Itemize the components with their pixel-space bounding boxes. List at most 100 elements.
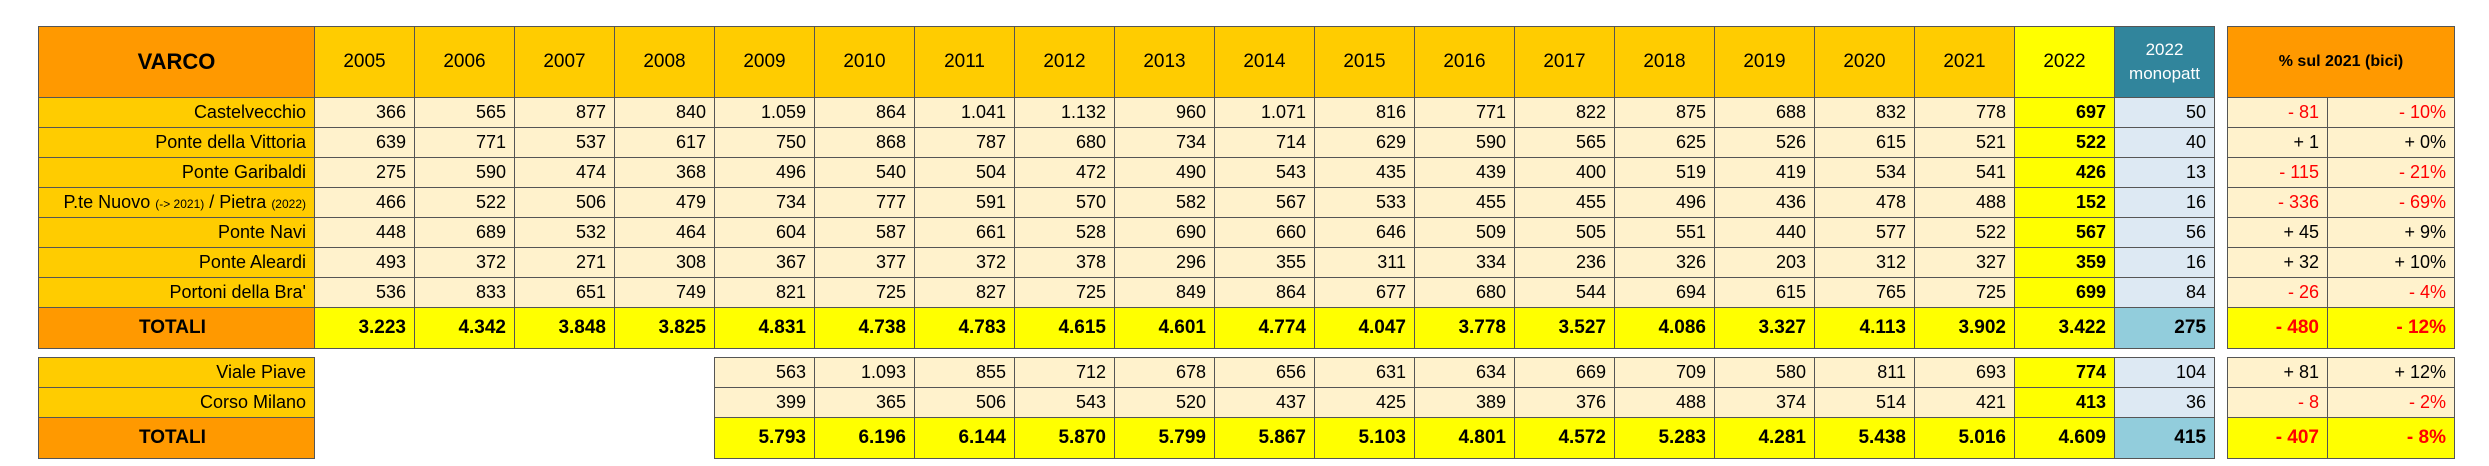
header-year-2020: 2020 [1814, 26, 1915, 98]
header-pct-2021: % sul 2021 (bici) [2227, 26, 2455, 98]
value-cell: 690 [1114, 217, 1215, 248]
total-value-cell: 5.799 [1114, 417, 1215, 459]
total-diff-cell: - 480 [2227, 307, 2328, 349]
table-row: Ponte Aleardi 493 372 271 308 367 377 372 378 296… [38, 247, 2455, 278]
value-cell: 694 [1614, 277, 1715, 308]
value-cell: 615 [1814, 127, 1915, 158]
value-cell: 582 [1114, 187, 1215, 218]
header-year-2016: 2016 [1414, 26, 1515, 98]
value-cell: 514 [1814, 387, 1915, 418]
value-cell: 532 [514, 217, 615, 248]
value-cell: 580 [1714, 357, 1815, 388]
column-gap [2214, 417, 2228, 459]
value-cell: 479 [614, 187, 715, 218]
diff-cell: - 81 [2227, 97, 2328, 128]
total-value-cell: 4.783 [914, 307, 1015, 349]
value-cell: 656 [1214, 357, 1315, 388]
value-cell: 1.059 [714, 97, 815, 128]
value-cell: 488 [1914, 187, 2015, 218]
value-cell: 849 [1114, 277, 1215, 308]
value-cell: 506 [514, 187, 615, 218]
value-cell: 504 [914, 157, 1015, 188]
monopattini-cell: 84 [2114, 277, 2215, 308]
value-cell: 540 [814, 157, 915, 188]
value-cell: 464 [614, 217, 715, 248]
value-cell: 496 [714, 157, 815, 188]
value-cell: 615 [1714, 277, 1815, 308]
value-cell: 709 [1614, 357, 1715, 388]
spacer-cell [38, 348, 2455, 358]
diff-cell: - 336 [2227, 187, 2328, 218]
column-gap [2214, 187, 2228, 218]
diff-cell: - 115 [2227, 157, 2328, 188]
value-cell: 750 [714, 127, 815, 158]
value-cell: 1.093 [814, 357, 915, 388]
value-cell: 617 [614, 127, 715, 158]
column-gap [2214, 26, 2228, 98]
value-cell: 577 [1814, 217, 1915, 248]
row-name: P.te Nuovo (-> 2021) / Pietra (2022) [38, 187, 315, 218]
column-gap [2214, 127, 2228, 158]
value-cell: 625 [1614, 127, 1715, 158]
value-cell: 378 [1014, 247, 1115, 278]
value-cell: 563 [714, 357, 815, 388]
diff-cell: + 32 [2227, 247, 2328, 278]
total-value-cell: 5.867 [1214, 417, 1315, 459]
value-cell: 551 [1614, 217, 1715, 248]
value-cell: 526 [1714, 127, 1815, 158]
value-cell: 506 [914, 387, 1015, 418]
value-cell: 311 [1314, 247, 1415, 278]
header-year-2014: 2014 [1214, 26, 1315, 98]
value-cell: 437 [1214, 387, 1315, 418]
header-year-2011: 2011 [914, 26, 1015, 98]
pct-cell: - 10% [2327, 97, 2455, 128]
total-2022-cell: 4.609 [2014, 417, 2115, 459]
empty-cell [414, 357, 515, 388]
value-cell: 832 [1814, 97, 1915, 128]
value-cell: 734 [714, 187, 815, 218]
value-cell: 1.071 [1214, 97, 1315, 128]
value-cell: 660 [1214, 217, 1315, 248]
value-cell: 275 [314, 157, 415, 188]
value-cell: 765 [1814, 277, 1915, 308]
value-cell: 678 [1114, 357, 1215, 388]
traffic-table: VARCO 2005 2006 2007 2008 2009 2010 2011 2012 201… [38, 26, 2455, 459]
value-cell: 374 [1714, 387, 1815, 418]
value-cell: 771 [1414, 97, 1515, 128]
value-cell: 466 [314, 187, 415, 218]
value-cell: 590 [1414, 127, 1515, 158]
total-value-cell: 4.086 [1614, 307, 1715, 349]
value-cell: 714 [1214, 127, 1315, 158]
total-pct-cell: - 12% [2327, 307, 2455, 349]
value-cell: 875 [1614, 97, 1715, 128]
value-cell: 689 [414, 217, 515, 248]
value-cell: 528 [1014, 217, 1115, 248]
value-cell: 725 [1914, 277, 2015, 308]
total-value-cell: 3.327 [1714, 307, 1815, 349]
total-value-cell: 4.738 [814, 307, 915, 349]
value-cell: 509 [1414, 217, 1515, 248]
empty-cell [414, 417, 515, 459]
value-cell: 639 [314, 127, 415, 158]
value-cell: 366 [314, 97, 415, 128]
row-name-note: (2022) [271, 197, 306, 211]
total-value-cell: 5.016 [1914, 417, 2015, 459]
empty-cell [614, 417, 715, 459]
value-cell: 537 [514, 127, 615, 158]
column-gap [2214, 157, 2228, 188]
value-cell: 296 [1114, 247, 1215, 278]
value-cell: 771 [414, 127, 515, 158]
value-cell: 365 [814, 387, 915, 418]
value-cell: 651 [514, 277, 615, 308]
value-cell: 693 [1914, 357, 2015, 388]
value-2022-cell: 697 [2014, 97, 2115, 128]
value-2022-cell: 359 [2014, 247, 2115, 278]
header-year-2021: 2021 [1914, 26, 2015, 98]
spacer-row [38, 348, 2455, 358]
value-cell: 493 [314, 247, 415, 278]
total-value-cell: 4.047 [1314, 307, 1415, 349]
empty-cell [314, 387, 415, 418]
value-cell: 440 [1714, 217, 1815, 248]
value-cell: 327 [1914, 247, 2015, 278]
value-cell: 822 [1514, 97, 1615, 128]
